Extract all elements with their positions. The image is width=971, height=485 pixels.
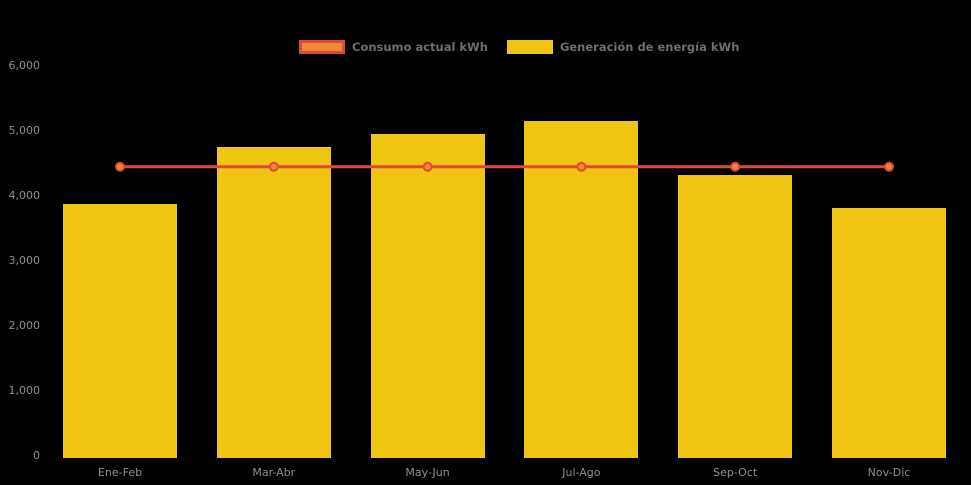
x-axis-label: Nov-Dic bbox=[867, 466, 911, 479]
legend-label-generacion: Generación de energía kWh bbox=[559, 40, 740, 54]
bar-sep-oct[interactable] bbox=[678, 174, 793, 458]
line-marker[interactable] bbox=[730, 161, 741, 172]
x-axis-label: May-Jun bbox=[405, 466, 450, 479]
line-marker[interactable] bbox=[115, 161, 125, 172]
y-axis-label: 0 bbox=[33, 449, 40, 462]
legend-item-generacion[interactable]: Generación de energía kWh bbox=[506, 40, 740, 54]
y-axis-label: 5,000 bbox=[8, 124, 41, 137]
line-marker[interactable] bbox=[884, 161, 894, 172]
bar-mar-abr[interactable] bbox=[216, 147, 331, 458]
x-axis-label: Jul-Ago bbox=[562, 466, 601, 479]
x-axis-label: Mar-Abr bbox=[252, 466, 296, 479]
legend-label-consumo: Consumo actual kWh bbox=[352, 40, 488, 54]
x-axis-label: Ene-Feb bbox=[97, 466, 143, 479]
y-axis-label: 3,000 bbox=[8, 254, 41, 267]
bar-ene-feb[interactable] bbox=[63, 204, 177, 458]
bar-may-jun[interactable] bbox=[370, 134, 485, 458]
y-axis-label: 4,000 bbox=[8, 189, 41, 202]
bar-jul-ago[interactable] bbox=[524, 121, 639, 458]
x-axis-label: Sep-Oct bbox=[713, 466, 758, 479]
consumo-line-swatch-icon bbox=[299, 40, 345, 54]
legend-item-consumo[interactable]: Consumo actual kWh bbox=[299, 40, 488, 54]
bar-nov-dic[interactable] bbox=[832, 208, 946, 458]
generacion-bar-swatch-icon bbox=[506, 40, 553, 54]
y-axis-label: 2,000 bbox=[8, 319, 41, 332]
y-axis-label: 6,000 bbox=[8, 59, 41, 72]
y-axis-label: 1,000 bbox=[8, 384, 41, 397]
chart-legend: Consumo actual kWh Generación de energía… bbox=[299, 40, 739, 54]
